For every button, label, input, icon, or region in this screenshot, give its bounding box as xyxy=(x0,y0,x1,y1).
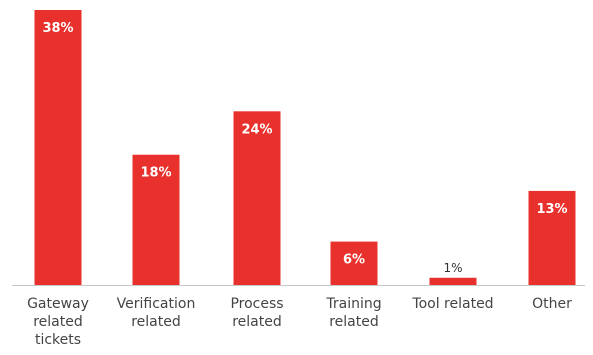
category-label-5: Other xyxy=(532,296,572,312)
bar-3 xyxy=(330,241,378,285)
category-label-0-line-1: related xyxy=(33,314,83,330)
data-label-1: 18% xyxy=(140,166,171,181)
bar-5 xyxy=(528,190,576,285)
data-label-4: 1% xyxy=(443,261,462,275)
category-label-3-line-0: Training xyxy=(325,296,381,312)
data-label-0: 38% xyxy=(42,21,73,36)
category-label-1-line-0: Verification xyxy=(117,296,196,312)
category-label-4: Tool related xyxy=(411,296,493,312)
category-label-0-line-2: tickets xyxy=(35,332,81,348)
category-label-1: Verification related xyxy=(117,296,196,330)
data-label-5: 13% xyxy=(536,202,567,217)
bar-1 xyxy=(132,154,180,285)
category-label-2-line-1: related xyxy=(232,314,282,330)
bar-0 xyxy=(34,10,82,285)
category-label-0-line-0: Gateway xyxy=(27,296,89,312)
data-label-2: 24% xyxy=(241,122,272,137)
category-label-4-line-0: Tool related xyxy=(411,296,493,312)
data-labels-group: 38% 18% 24% 6% 1% 13% xyxy=(42,21,567,275)
category-label-1-line-1: related xyxy=(131,314,181,330)
category-label-3: Training related xyxy=(325,296,381,330)
category-label-5-line-0: Other xyxy=(532,296,572,312)
category-label-2-line-0: Process xyxy=(230,296,283,312)
category-label-0: Gateway related tickets xyxy=(27,296,89,348)
data-label-3: 6% xyxy=(343,253,365,268)
bar-2 xyxy=(233,111,281,285)
bars-group xyxy=(34,10,576,285)
bar-4 xyxy=(429,277,477,285)
category-labels-group: Gateway related tickets Verification related… xyxy=(27,296,572,348)
category-label-3-line-1: related xyxy=(329,314,379,330)
category-label-2: Process related xyxy=(230,296,283,330)
